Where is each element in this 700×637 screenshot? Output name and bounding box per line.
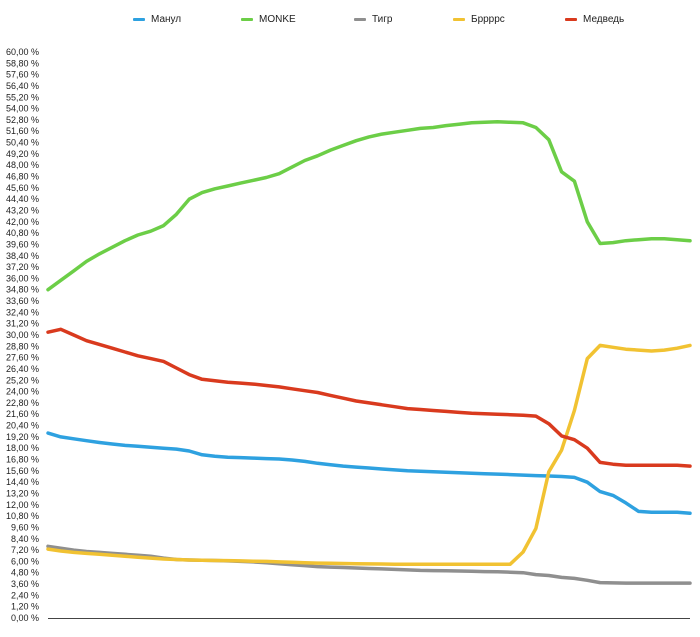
y-tick-label: 30,00 % <box>6 330 39 340</box>
y-tick-label: 0,00 % <box>11 613 39 623</box>
y-tick-label: 8,40 % <box>11 534 39 544</box>
legend-item-monke: MONKE <box>241 14 296 25</box>
y-tick-label: 39,60 % <box>6 239 39 249</box>
y-tick-label: 32,40 % <box>6 307 39 317</box>
y-tick-label: 45,60 % <box>6 183 39 193</box>
y-tick-label: 2,40 % <box>11 590 39 600</box>
y-tick-label: 34,80 % <box>6 285 39 295</box>
y-tick-label: 51,60 % <box>6 126 39 136</box>
y-tick-label: 42,00 % <box>6 217 39 227</box>
legend-swatch <box>565 18 577 21</box>
y-tick-label: 1,20 % <box>11 602 39 612</box>
series-line-0 <box>46 431 692 516</box>
y-tick-label: 49,20 % <box>6 149 39 159</box>
series-layer <box>46 120 692 585</box>
y-tick-label: 13,20 % <box>6 488 39 498</box>
y-axis: 0,00 %1,20 % 2,40 %3,60 %4,80 % 6,00 %7,20… <box>6 47 690 623</box>
legend-swatch <box>453 18 465 21</box>
y-tick-label: 58,80 % <box>6 58 39 68</box>
y-tick-label: 56,40 % <box>6 81 39 91</box>
legend-item-brrrrs: Бррррс <box>453 14 505 25</box>
series-line-3 <box>46 343 692 566</box>
legend-swatch <box>354 18 366 21</box>
legend-swatch <box>241 18 253 21</box>
y-tick-label: 52,80 % <box>6 115 39 125</box>
y-tick-label: 6,00 % <box>11 556 39 566</box>
y-tick-label: 9,60 % <box>11 522 39 532</box>
y-tick-label: 36,00 % <box>6 273 39 283</box>
y-tick-label: 37,20 % <box>6 262 39 272</box>
y-tick-label: 31,20 % <box>6 319 39 329</box>
y-tick-label: 4,80 % <box>11 568 39 578</box>
legend-label: MONKE <box>259 14 296 25</box>
y-tick-label: 19,20 % <box>6 432 39 442</box>
y-tick-label: 50,40 % <box>6 138 39 148</box>
y-tick-label: 60,00 % <box>6 47 39 57</box>
y-tick-label: 12,00 % <box>6 500 39 510</box>
y-tick-label: 43,20 % <box>6 205 39 215</box>
y-tick-label: 38,40 % <box>6 251 39 261</box>
legend-label: Бррррс <box>471 14 505 25</box>
y-tick-label: 33,60 % <box>6 296 39 306</box>
legend-item-tigr: Тигр <box>354 14 392 25</box>
legend: Манул MONKE Тигр Бррррс Медведь <box>0 14 700 34</box>
y-tick-label: 24,00 % <box>6 387 39 397</box>
y-tick-label: 16,80 % <box>6 455 39 465</box>
series-line-4 <box>46 327 692 468</box>
y-tick-label: 3,60 % <box>11 579 39 589</box>
y-tick-label: 44,40 % <box>6 194 39 204</box>
y-tick-label: 15,60 % <box>6 466 39 476</box>
y-tick-label: 54,00 % <box>6 104 39 114</box>
legend-item-medved: Медведь <box>565 14 624 25</box>
y-tick-label: 57,60 % <box>6 70 39 80</box>
y-tick-label: 55,20 % <box>6 92 39 102</box>
y-tick-label: 21,60 % <box>6 409 39 419</box>
y-tick-label: 18,00 % <box>6 443 39 453</box>
legend-label: Медведь <box>583 14 625 25</box>
legend-label: Тигр <box>372 14 393 25</box>
y-tick-label: 46,80 % <box>6 172 39 182</box>
y-tick-label: 22,80 % <box>6 398 39 408</box>
y-tick-label: 40,80 % <box>6 228 39 238</box>
legend-label: Манул <box>151 14 182 25</box>
legend-swatch <box>133 18 145 21</box>
y-tick-label: 26,40 % <box>6 364 39 374</box>
y-tick-label: 14,40 % <box>6 477 39 487</box>
y-tick-label: 48,00 % <box>6 160 39 170</box>
legend-item-manul: Манул <box>133 14 181 25</box>
y-tick-label: 7,20 % <box>11 545 39 555</box>
y-tick-label: 20,40 % <box>6 421 39 431</box>
y-tick-label: 27,60 % <box>6 353 39 363</box>
series-line-1 <box>46 120 692 292</box>
y-tick-label: 28,80 % <box>6 341 39 351</box>
y-tick-label: 10,80 % <box>6 511 39 521</box>
y-tick-label: 25,20 % <box>6 375 39 385</box>
